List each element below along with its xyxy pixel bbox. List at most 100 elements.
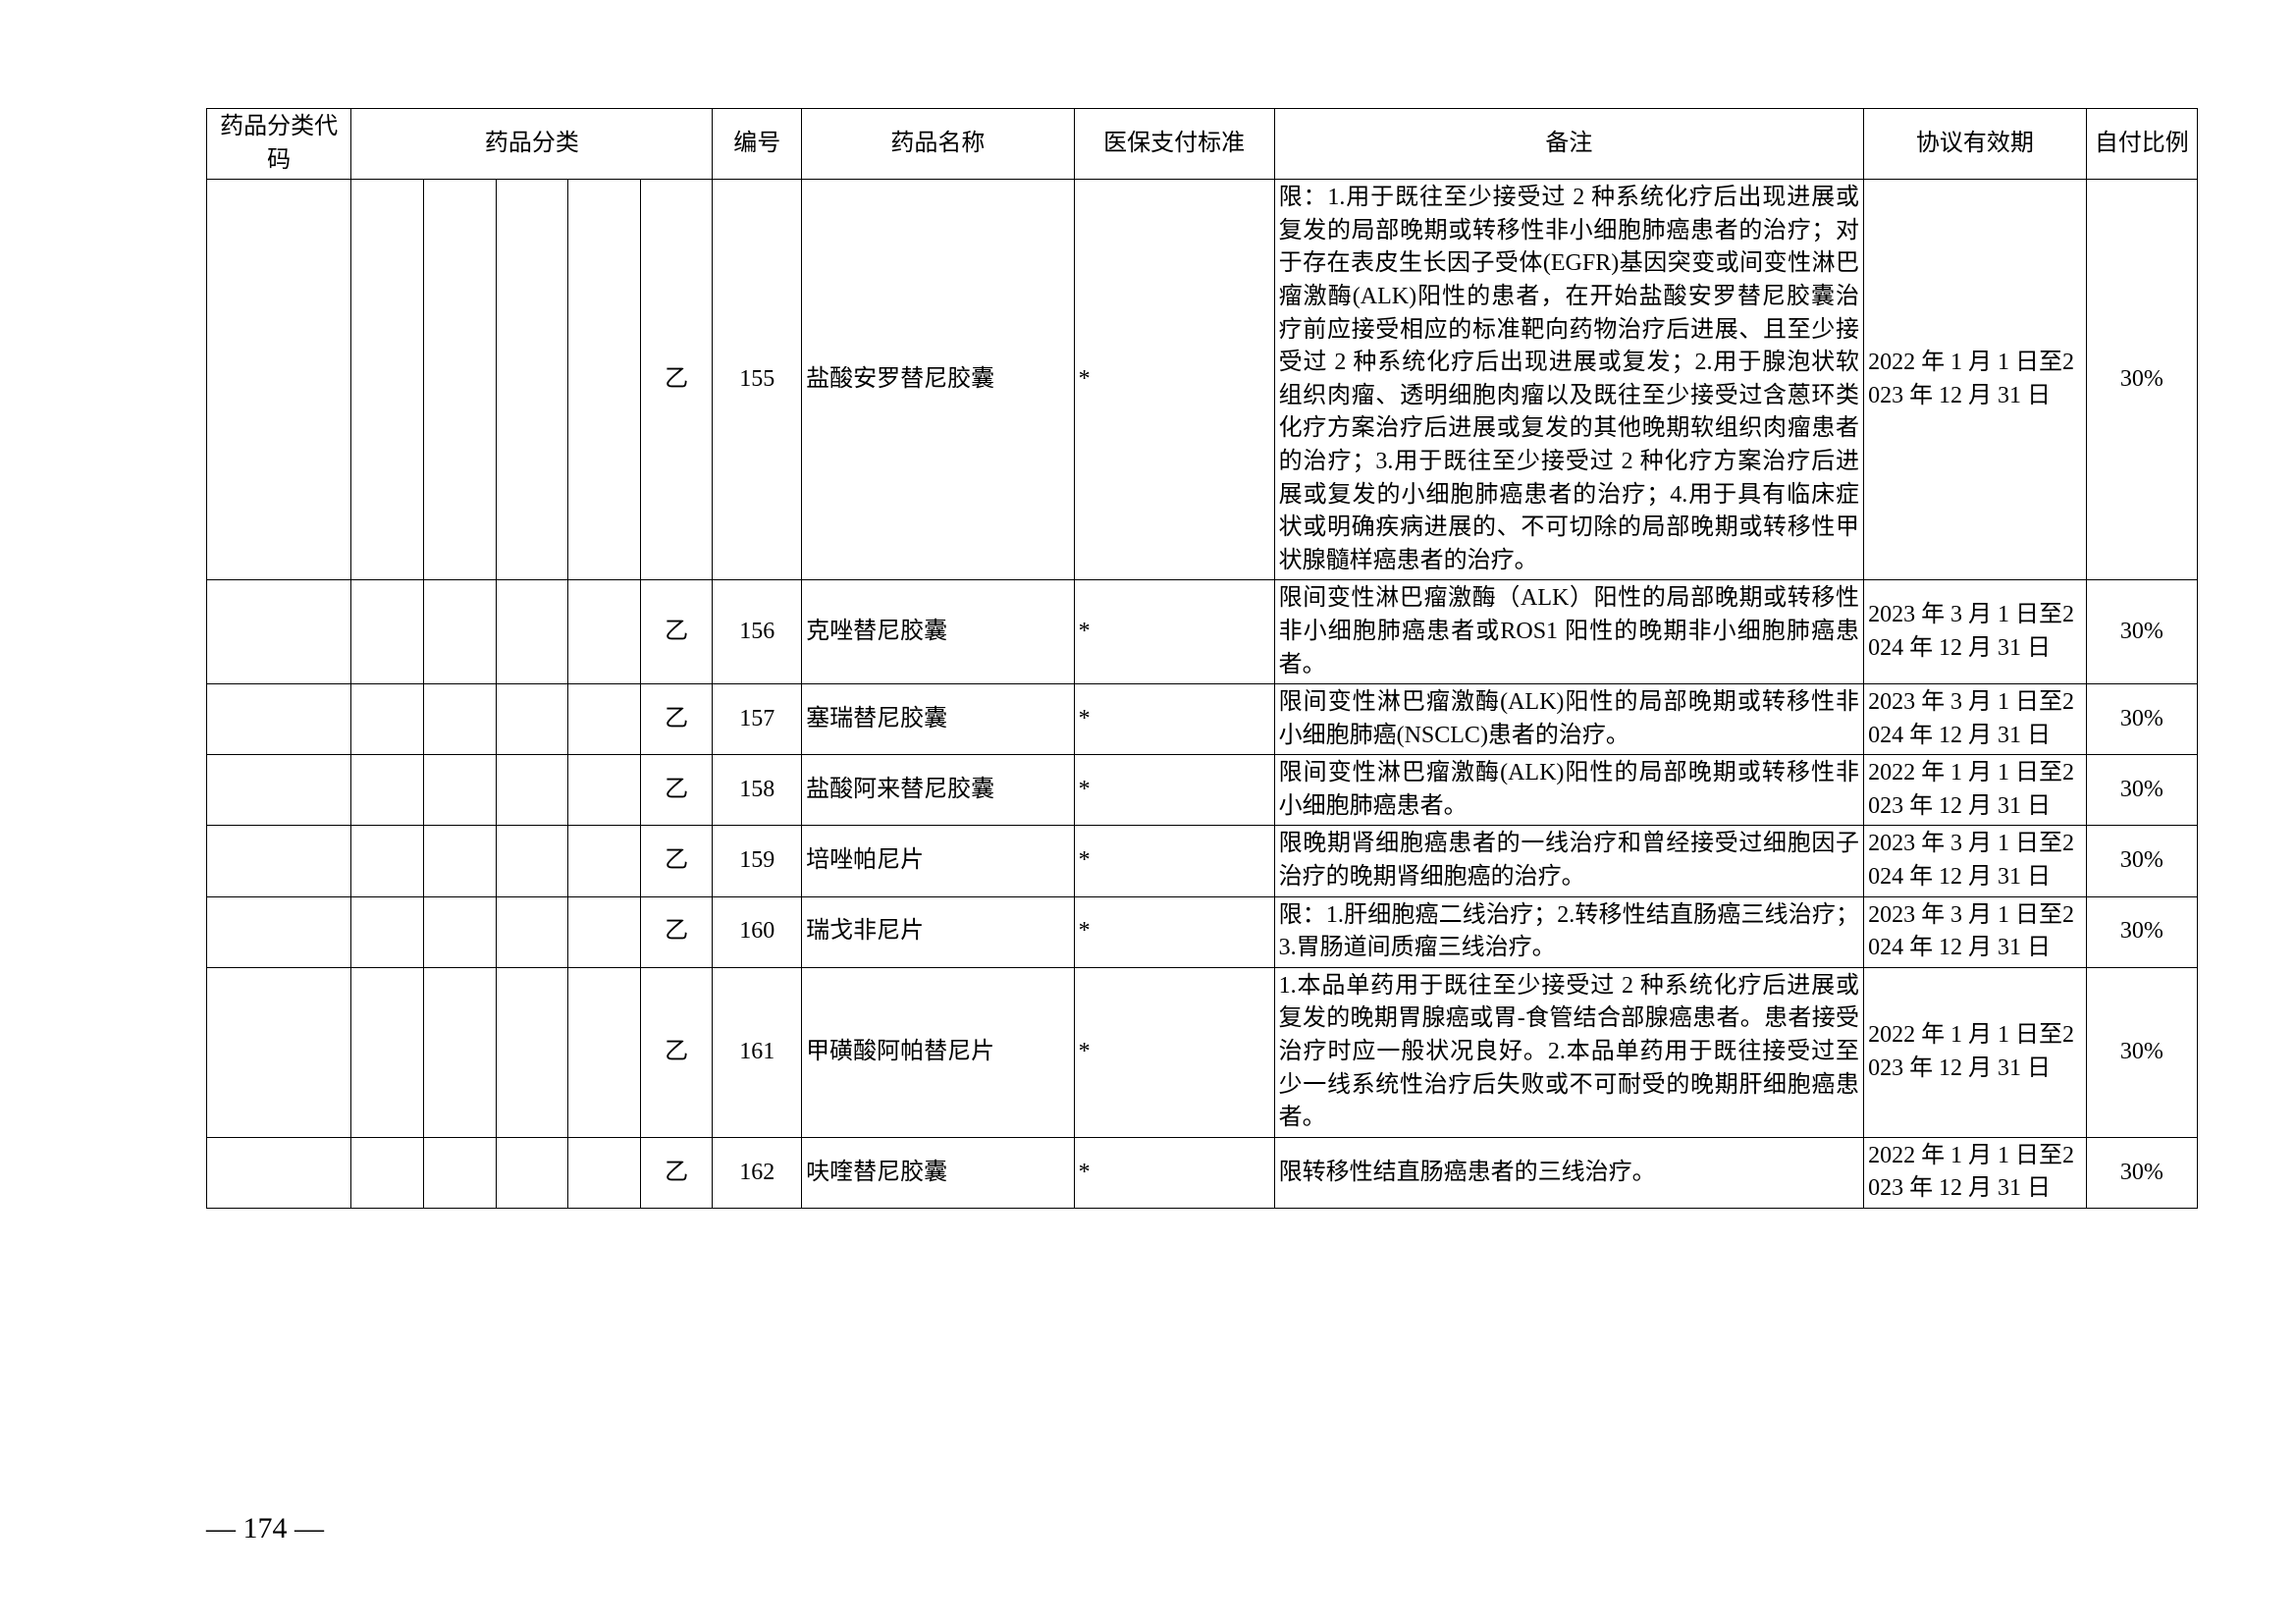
table-cell: 乙 [640, 1137, 713, 1208]
table-cell: 2022 年 1 月 1 日至2023 年 12 月 31 日 [1864, 755, 2087, 826]
table-cell: 161 [713, 967, 802, 1137]
table-cell: 盐酸阿来替尼胶囊 [802, 755, 1075, 826]
table-cell [496, 826, 568, 896]
table-cell: 30% [2086, 967, 2197, 1137]
table-cell [568, 180, 641, 580]
table-cell: 乙 [640, 967, 713, 1137]
table-cell [351, 967, 424, 1137]
table-cell: * [1074, 826, 1274, 896]
table-cell: * [1074, 967, 1274, 1137]
table-cell: 限转移性结直肠癌患者的三线治疗。 [1274, 1137, 1863, 1208]
table-cell [496, 684, 568, 755]
table-cell [568, 967, 641, 1137]
table-cell: 2023 年 3 月 1 日至2024 年 12 月 31 日 [1864, 684, 2087, 755]
table-cell: 160 [713, 896, 802, 967]
header-period: 协议有效期 [1864, 109, 2087, 180]
header-code: 药品分类代码 [207, 109, 351, 180]
table-cell [496, 896, 568, 967]
table-cell: 2022 年 1 月 1 日至2023 年 12 月 31 日 [1864, 967, 2087, 1137]
table-cell: 30% [2086, 1137, 2197, 1208]
table-cell [351, 755, 424, 826]
table-cell: 156 [713, 580, 802, 684]
table-cell [207, 580, 351, 684]
header-name: 药品名称 [802, 109, 1075, 180]
table-cell [423, 755, 496, 826]
table-cell: 瑞戈非尼片 [802, 896, 1075, 967]
table-cell: 塞瑞替尼胶囊 [802, 684, 1075, 755]
table-cell: 乙 [640, 896, 713, 967]
table-cell: 甲磺酸阿帕替尼片 [802, 967, 1075, 1137]
table-row: 乙162呋喹替尼胶囊*限转移性结直肠癌患者的三线治疗。2022 年 1 月 1 … [207, 1137, 2198, 1208]
table-cell [423, 896, 496, 967]
table-cell: 2023 年 3 月 1 日至2024 年 12 月 31 日 [1864, 580, 2087, 684]
table-cell: 盐酸安罗替尼胶囊 [802, 180, 1075, 580]
table-cell [207, 1137, 351, 1208]
table-row: 乙157塞瑞替尼胶囊*限间变性淋巴瘤激酶(ALK)阳性的局部晚期或转移性非小细胞… [207, 684, 2198, 755]
table-cell [496, 1137, 568, 1208]
table-cell [207, 826, 351, 896]
table-cell [423, 684, 496, 755]
table-cell: 呋喹替尼胶囊 [802, 1137, 1075, 1208]
table-row: 乙155盐酸安罗替尼胶囊*限：1.用于既往至少接受过 2 种系统化疗后出现进展或… [207, 180, 2198, 580]
table-cell [423, 967, 496, 1137]
table-cell [496, 180, 568, 580]
table-cell [568, 826, 641, 896]
table-cell [351, 1137, 424, 1208]
table-row: 乙159培唑帕尼片*限晚期肾细胞癌患者的一线治疗和曾经接受过细胞因子治疗的晚期肾… [207, 826, 2198, 896]
table-cell: * [1074, 755, 1274, 826]
table-cell [496, 580, 568, 684]
header-ratio: 自付比例 [2086, 109, 2197, 180]
header-no: 编号 [713, 109, 802, 180]
table-body: 乙155盐酸安罗替尼胶囊*限：1.用于既往至少接受过 2 种系统化疗后出现进展或… [207, 180, 2198, 1209]
table-cell [207, 896, 351, 967]
table-cell: 培唑帕尼片 [802, 826, 1075, 896]
drug-table: 药品分类代码 药品分类 编号 药品名称 医保支付标准 备注 协议有效期 自付比例… [206, 108, 2198, 1209]
table-cell [351, 580, 424, 684]
table-cell: 乙 [640, 580, 713, 684]
table-cell: * [1074, 684, 1274, 755]
table-cell: 30% [2086, 755, 2197, 826]
table-cell: 乙 [640, 755, 713, 826]
table-cell [496, 967, 568, 1137]
table-cell [496, 755, 568, 826]
table-cell: 限晚期肾细胞癌患者的一线治疗和曾经接受过细胞因子治疗的晚期肾细胞癌的治疗。 [1274, 826, 1863, 896]
table-cell [207, 755, 351, 826]
header-note: 备注 [1274, 109, 1863, 180]
table-cell: 157 [713, 684, 802, 755]
table-cell [207, 967, 351, 1137]
table-cell: 限间变性淋巴瘤激酶(ALK)阳性的局部晚期或转移性非小细胞肺癌患者。 [1274, 755, 1863, 826]
table-row: 乙160瑞戈非尼片*限：1.肝细胞癌二线治疗；2.转移性结直肠癌三线治疗；3.胃… [207, 896, 2198, 967]
table-cell [351, 684, 424, 755]
header-pay: 医保支付标准 [1074, 109, 1274, 180]
table-cell: 162 [713, 1137, 802, 1208]
table-cell: * [1074, 580, 1274, 684]
table-row: 乙161甲磺酸阿帕替尼片*1.本品单药用于既往至少接受过 2 种系统化疗后进展或… [207, 967, 2198, 1137]
table-row: 乙158盐酸阿来替尼胶囊*限间变性淋巴瘤激酶(ALK)阳性的局部晚期或转移性非小… [207, 755, 2198, 826]
table-cell: 乙 [640, 180, 713, 580]
table-cell: 155 [713, 180, 802, 580]
table-cell: * [1074, 1137, 1274, 1208]
table-cell [423, 180, 496, 580]
table-cell: 克唑替尼胶囊 [802, 580, 1075, 684]
table-cell [568, 896, 641, 967]
table-cell: 2022 年 1 月 1 日至2023 年 12 月 31 日 [1864, 1137, 2087, 1208]
table-cell: 2023 年 3 月 1 日至2024 年 12 月 31 日 [1864, 896, 2087, 967]
table-cell [423, 580, 496, 684]
table-cell [568, 580, 641, 684]
table-cell: 2022 年 1 月 1 日至2023 年 12 月 31 日 [1864, 180, 2087, 580]
table-cell: 限：1.用于既往至少接受过 2 种系统化疗后出现进展或复发的局部晚期或转移性非小… [1274, 180, 1863, 580]
table-cell: 30% [2086, 826, 2197, 896]
table-cell: 限间变性淋巴瘤激酶（ALK）阳性的局部晚期或转移性非小细胞肺癌患者或ROS1 阳… [1274, 580, 1863, 684]
table-cell: 1.本品单药用于既往至少接受过 2 种系统化疗后进展或复发的晚期胃腺癌或胃-食管… [1274, 967, 1863, 1137]
table-cell [207, 180, 351, 580]
table-cell [423, 826, 496, 896]
table-cell: * [1074, 180, 1274, 580]
table-cell: 30% [2086, 180, 2197, 580]
table-cell: 乙 [640, 826, 713, 896]
table-cell [207, 684, 351, 755]
table-cell [351, 896, 424, 967]
table-cell: 乙 [640, 684, 713, 755]
table-row: 乙156克唑替尼胶囊*限间变性淋巴瘤激酶（ALK）阳性的局部晚期或转移性非小细胞… [207, 580, 2198, 684]
table-cell: 159 [713, 826, 802, 896]
table-cell: 30% [2086, 580, 2197, 684]
